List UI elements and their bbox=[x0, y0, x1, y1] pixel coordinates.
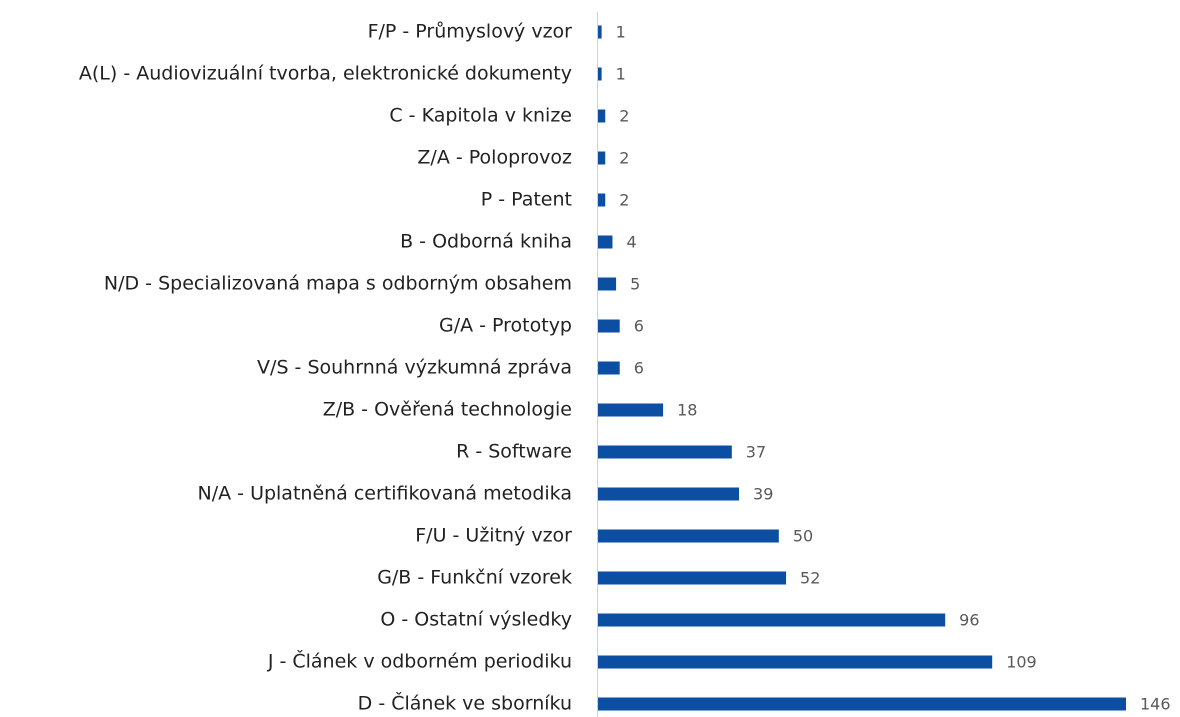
bar bbox=[598, 613, 946, 627]
bar bbox=[598, 361, 620, 375]
value-label: 5 bbox=[630, 275, 640, 294]
value-label: 1 bbox=[616, 23, 626, 42]
value-label: 2 bbox=[619, 107, 629, 126]
value-label: 109 bbox=[1006, 653, 1037, 672]
bar bbox=[598, 487, 740, 501]
value-label: 4 bbox=[626, 233, 636, 252]
bar bbox=[598, 655, 993, 669]
bar bbox=[598, 193, 606, 207]
category-label: B - Odborná kniha bbox=[400, 231, 572, 253]
value-label: 146 bbox=[1140, 695, 1171, 714]
category-label: N/A - Uplatněná certifikovaná metodika bbox=[198, 483, 572, 505]
value-label: 2 bbox=[619, 149, 629, 168]
bar bbox=[598, 277, 617, 291]
bar bbox=[598, 403, 664, 417]
category-label: F/P - Průmyslový vzor bbox=[368, 21, 573, 43]
category-label: G/A - Prototyp bbox=[439, 315, 572, 337]
value-label: 18 bbox=[677, 401, 697, 420]
value-label: 52 bbox=[800, 569, 820, 588]
bar bbox=[598, 529, 779, 543]
value-label: 2 bbox=[619, 191, 629, 210]
value-label: 37 bbox=[746, 443, 766, 462]
value-label: 6 bbox=[634, 317, 644, 336]
value-label: 6 bbox=[634, 359, 644, 378]
bar bbox=[598, 319, 620, 333]
bar bbox=[598, 697, 1126, 711]
category-label: F/U - Užitný vzor bbox=[415, 525, 572, 547]
bar bbox=[598, 25, 602, 39]
category-label: O - Ostatní výsledky bbox=[380, 609, 572, 631]
value-label: 50 bbox=[793, 527, 813, 546]
category-label: J - Článek v odborném periodiku bbox=[267, 649, 572, 673]
category-label: G/B - Funkční vzorek bbox=[377, 567, 572, 589]
category-label: D - Článek ve sborníku bbox=[358, 691, 572, 715]
category-label: P - Patent bbox=[481, 189, 572, 211]
category-label: A(L) - Audiovizuální tvorba, elektronick… bbox=[79, 63, 572, 85]
category-label: Z/A - Poloprovoz bbox=[417, 147, 572, 169]
bar bbox=[598, 235, 613, 249]
bar bbox=[598, 571, 787, 585]
bar bbox=[598, 109, 606, 123]
bar bbox=[598, 67, 602, 81]
value-label: 1 bbox=[616, 65, 626, 84]
category-label: R - Software bbox=[456, 441, 572, 463]
value-label: 96 bbox=[959, 611, 979, 630]
category-label: N/D - Specializovaná mapa s odborným obs… bbox=[104, 273, 572, 295]
category-label: V/S - Souhrnná výzkumná zpráva bbox=[257, 357, 572, 379]
bar bbox=[598, 445, 732, 459]
category-label: C - Kapitola v knize bbox=[389, 105, 572, 127]
bar bbox=[598, 151, 606, 165]
value-label: 39 bbox=[753, 485, 773, 504]
category-label: Z/B - Ověřená technologie bbox=[323, 399, 572, 421]
